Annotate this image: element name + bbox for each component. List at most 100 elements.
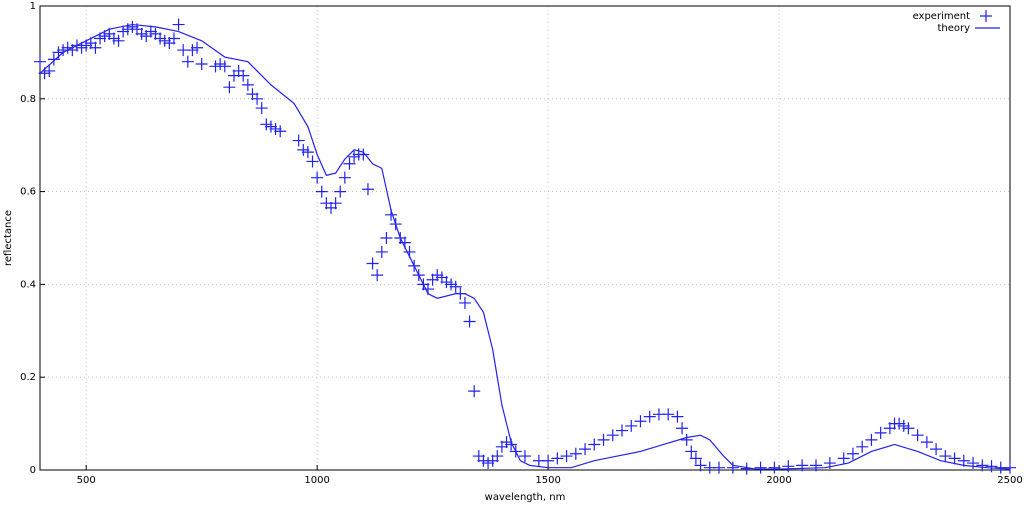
- data-point: [112, 34, 125, 47]
- data-point: [634, 415, 647, 428]
- data-point: [726, 461, 739, 474]
- data-point: [343, 157, 356, 170]
- data-point: [782, 460, 795, 473]
- data-point: [181, 55, 194, 68]
- legend-marker: [980, 10, 992, 22]
- y-tick-label: 0.8: [20, 94, 36, 105]
- data-point: [297, 143, 310, 156]
- data-point: [495, 440, 508, 453]
- data-point: [135, 27, 148, 40]
- data-point: [107, 32, 120, 45]
- data-point: [237, 69, 250, 82]
- data-point: [1004, 461, 1016, 474]
- data-point: [440, 276, 453, 289]
- data-point: [810, 459, 822, 472]
- data-point: [689, 452, 702, 465]
- data-point: [542, 454, 555, 467]
- data-point: [948, 452, 961, 465]
- data-point: [967, 457, 980, 470]
- data-point: [251, 92, 264, 105]
- data-point: [325, 201, 337, 214]
- data-point: [366, 257, 379, 270]
- data-point: [911, 429, 924, 442]
- data-point: [463, 315, 476, 328]
- data-point: [241, 78, 254, 91]
- data-point: [218, 60, 231, 73]
- y-tick-label: 0: [30, 465, 36, 476]
- data-point: [255, 102, 268, 115]
- data-point: [158, 34, 171, 47]
- data-point: [167, 32, 180, 45]
- data-point: [348, 150, 361, 163]
- x-tick-label: 500: [77, 475, 96, 486]
- data-point: [579, 443, 592, 456]
- data-point: [685, 445, 698, 458]
- data-point: [985, 460, 998, 473]
- data-point: [597, 433, 610, 446]
- data-point: [856, 440, 869, 453]
- data-point: [43, 64, 56, 77]
- y-axis-label: reflectance: [3, 210, 14, 266]
- data-point: [680, 433, 693, 446]
- data-point: [431, 269, 444, 282]
- data-point: [223, 81, 236, 94]
- data-point: [144, 25, 157, 38]
- data-point: [140, 30, 153, 43]
- data-point: [893, 417, 906, 430]
- legend-label: theory: [937, 23, 970, 34]
- data-point: [588, 438, 601, 451]
- data-point: [458, 296, 471, 309]
- data-point: [519, 450, 531, 463]
- data-point: [375, 245, 388, 258]
- data-point: [662, 408, 675, 421]
- data-point: [616, 424, 628, 437]
- data-point: [191, 41, 204, 54]
- legend-label: experiment: [913, 11, 971, 22]
- data-point: [361, 183, 374, 196]
- data-point: [149, 27, 162, 40]
- data-point: [338, 171, 351, 184]
- data-point: [846, 447, 859, 460]
- data-point: [754, 461, 767, 474]
- data-point: [47, 53, 60, 66]
- data-point: [874, 426, 887, 439]
- y-tick-label: 0.2: [20, 372, 36, 383]
- data-point: [274, 125, 287, 138]
- data-point: [902, 422, 915, 435]
- data-point: [930, 443, 943, 456]
- data-point: [186, 44, 199, 57]
- data-point: [292, 134, 305, 147]
- data-point: [311, 171, 324, 184]
- data-point: [939, 450, 952, 463]
- data-point: [301, 146, 314, 159]
- data-point: [671, 410, 684, 423]
- data-line: [39, 23, 1011, 470]
- data-point: [269, 122, 282, 135]
- data-point: [246, 88, 259, 101]
- data-point: [163, 37, 176, 50]
- data-point: [643, 410, 656, 423]
- data-point: [172, 18, 185, 31]
- data-point: [560, 450, 573, 463]
- data-point: [500, 436, 513, 449]
- data-point: [214, 58, 227, 70]
- data-point: [472, 450, 485, 463]
- data-point: [117, 25, 130, 38]
- data-point: [315, 185, 328, 198]
- data-point: [306, 155, 319, 168]
- x-tick-label: 2500: [997, 475, 1022, 486]
- x-tick-label: 2000: [766, 475, 791, 486]
- x-axis-label: wavelength, nm: [485, 492, 566, 503]
- data-point: [334, 185, 347, 198]
- data-point: [694, 459, 707, 472]
- y-tick-label: 0.4: [20, 279, 36, 290]
- data-point: [491, 450, 504, 463]
- data-point: [837, 452, 850, 465]
- data-point: [445, 278, 458, 291]
- data-point: [976, 459, 989, 472]
- data-point: [357, 148, 370, 161]
- y-tick-label: 0.6: [20, 187, 36, 198]
- data-point: [482, 457, 495, 470]
- data-point: [34, 55, 46, 68]
- data-point: [551, 452, 564, 465]
